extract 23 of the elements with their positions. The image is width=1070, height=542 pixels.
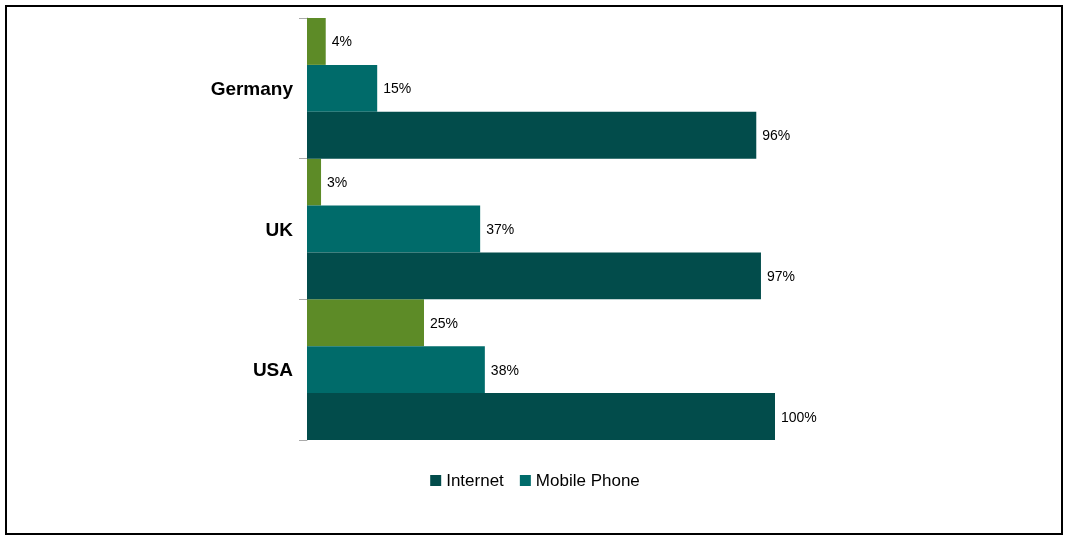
bar xyxy=(307,252,761,300)
data-label: 100% xyxy=(781,408,817,425)
bar xyxy=(307,18,326,65)
data-label: 38% xyxy=(490,361,519,378)
bar xyxy=(307,346,485,394)
data-label: 3% xyxy=(327,174,348,191)
data-label: 25% xyxy=(430,314,459,331)
data-label: 97% xyxy=(766,267,795,284)
y-tick-label: Germany xyxy=(210,77,294,99)
y-tick-label: USA xyxy=(252,359,294,381)
bar xyxy=(307,111,757,159)
data-label: 37% xyxy=(486,221,515,237)
bar xyxy=(307,205,481,253)
data-label: 4% xyxy=(331,33,352,50)
data-label: 96% xyxy=(762,127,791,144)
data-label: 15% xyxy=(383,80,412,97)
legend-label: Mobile Phone xyxy=(535,471,640,490)
bar xyxy=(307,64,378,112)
bar xyxy=(307,393,775,440)
bar xyxy=(307,158,322,206)
bar xyxy=(307,299,424,347)
legend-label: Internet xyxy=(446,471,505,490)
y-tick-label: UK xyxy=(265,218,294,240)
